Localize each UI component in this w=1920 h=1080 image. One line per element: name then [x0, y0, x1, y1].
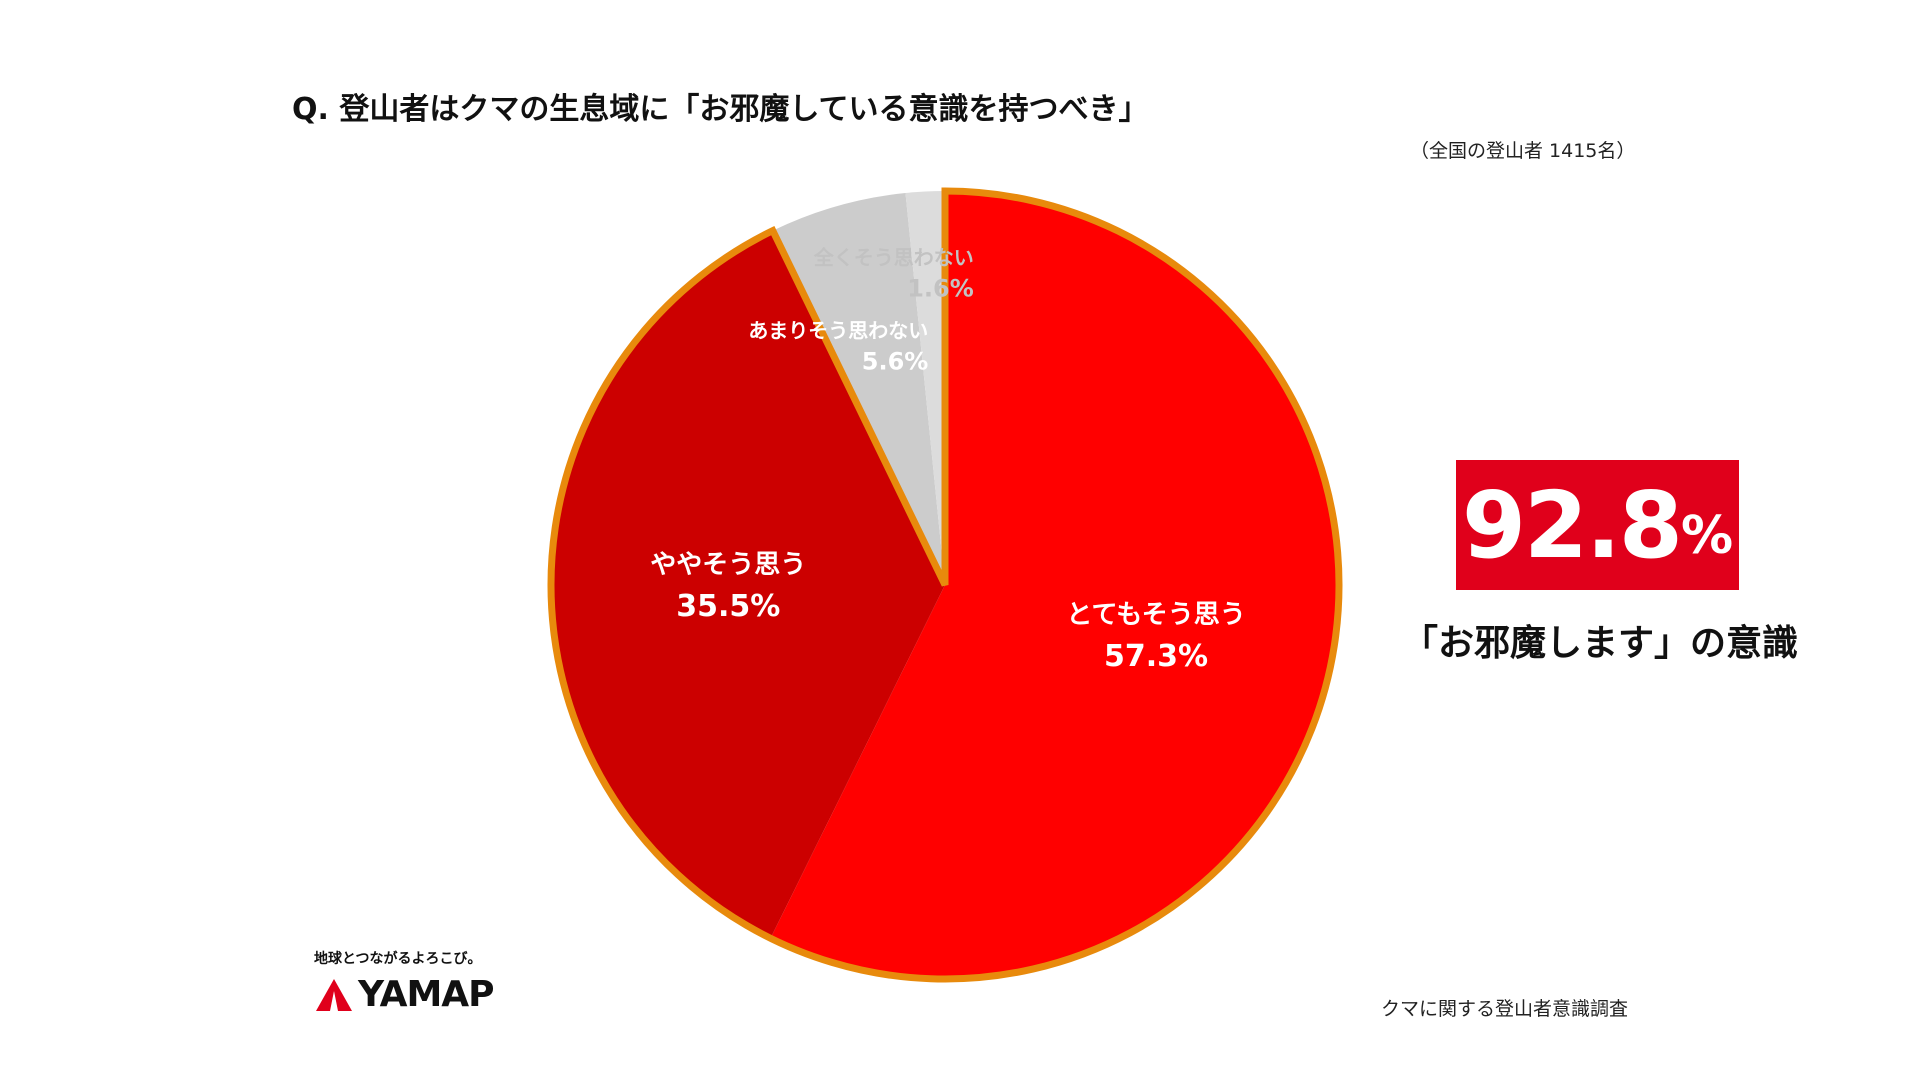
slice-label: あまりそう思わない 5.6% [748, 314, 928, 375]
yamap-logo: 地球とつながるよろこび。 YAMAP [314, 948, 495, 1015]
logo-name: YAMAP [358, 974, 495, 1015]
pie-slice [905, 191, 945, 585]
pie-slice [551, 230, 945, 939]
pie-slice [770, 191, 1340, 979]
chart-subtitle: （全国の登山者 1415名） [1410, 140, 1636, 162]
source-note: クマに関する登山者意識調査 [1381, 998, 1629, 1020]
mountain-icon [316, 978, 352, 1011]
slice-label: とてもそう思う 57.3% [1066, 594, 1245, 674]
slice-label: 全くそう思わない 1.6% [814, 242, 974, 303]
highlight-unit: % [1680, 506, 1734, 566]
slice-label-value: 1.6% [907, 274, 974, 303]
slice-label-value: 35.5% [676, 589, 781, 625]
highlight-caption: 「お邪魔します」の意識 [1401, 623, 1799, 664]
highlight-value: 92.8 [1461, 471, 1683, 579]
slice-label-name: 全くそう思わない [813, 245, 974, 270]
pie-slice [772, 192, 945, 585]
agree-outline [547, 187, 1343, 983]
chart-title: Q. 登山者はクマの生息域に「お邪魔している意識を持つべき」 [292, 92, 1149, 127]
slice-label: ややそう思う 35.5% [650, 544, 806, 624]
highlight-badge: 92.8 % [1456, 460, 1739, 590]
slice-label-name: あまりそう思わない [748, 318, 929, 343]
logo-tagline: 地球とつながるよろこび。 [314, 951, 482, 967]
slice-label-value: 5.6% [861, 347, 929, 376]
slice-label-name: ややそう思う [650, 550, 807, 581]
slice-label-value: 57.3% [1103, 639, 1209, 675]
slice-label-name: とてもそう思う [1066, 600, 1246, 631]
